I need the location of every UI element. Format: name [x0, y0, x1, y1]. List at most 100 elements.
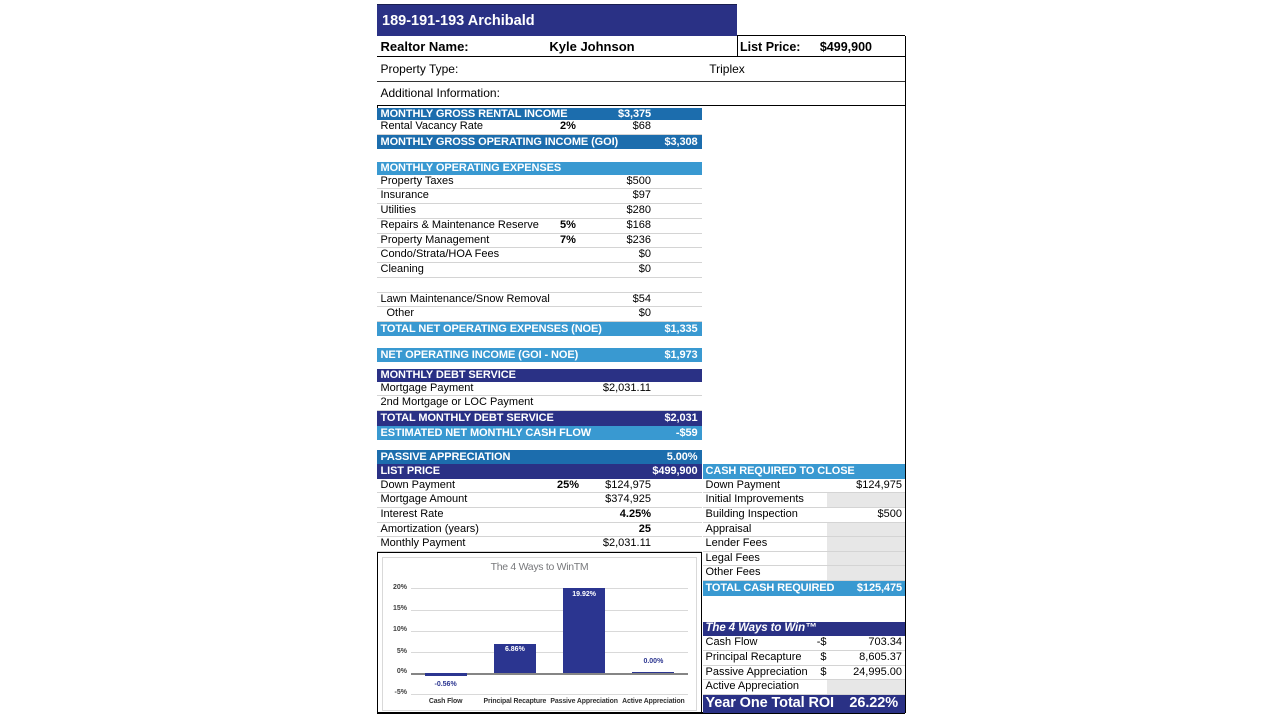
additional-info-label: Additional Information: — [380, 85, 500, 100]
four-ways-header: The 4 Ways to Win™ — [702, 622, 905, 636]
section-header-row: LIST PRICE $499,900 — [377, 463, 702, 479]
value-cell[interactable]: $2,031.11 — [602, 537, 651, 550]
table-row: Other $0 — [377, 307, 702, 323]
realtor-name-value[interactable]: Kyle Johnson — [549, 38, 635, 54]
cash-to-close-header: CASH REQUIRED TO CLOSE — [702, 464, 905, 479]
row-label: 2nd Mortgage or LOC Payment — [380, 396, 534, 409]
table-row: Passive Appreciation $24,995.00 — [702, 665, 905, 681]
value-cell[interactable] — [827, 551, 905, 566]
percent-cell[interactable]: 25% — [556, 478, 580, 491]
property-title-bar: 189-191-193 Archibald — [377, 4, 737, 36]
property-title: 189-191-193 Archibald — [382, 13, 535, 29]
spacer-row — [702, 595, 905, 623]
property-type-value[interactable]: Triplex — [709, 62, 745, 76]
row-label: Legal Fees — [705, 551, 760, 564]
y-axis-tick-label: 15% — [392, 605, 407, 613]
x-axis-category-label: Principal Recapture — [483, 697, 547, 705]
table-row: Appraisal — [702, 522, 905, 538]
chart-gridline — [411, 588, 688, 590]
section-header-label: ESTIMATED NET MONTHLY CASH FLOW — [380, 426, 592, 439]
table-row: Condo/Strata/HOA Fees $0 — [377, 248, 702, 264]
value-cell[interactable]: $68 — [632, 120, 651, 133]
list-price-value[interactable]: $499,900 — [819, 39, 872, 54]
table-row: Property Taxes $500 — [377, 174, 702, 190]
table-row: Initial Improvements — [702, 493, 905, 509]
section-header-label: CASH REQUIRED TO CLOSE — [705, 465, 855, 478]
percent-cell[interactable]: 5% — [560, 218, 576, 231]
amount-cell — [827, 680, 905, 695]
row-label: Building Inspection — [705, 508, 798, 521]
value-cell[interactable]: $0 — [638, 248, 651, 261]
list-price-label: List Price: — [740, 39, 801, 54]
row-label: Cash Flow — [705, 635, 758, 648]
value-cell[interactable]: $54 — [632, 292, 651, 305]
x-axis-category-label: Cash Flow — [428, 697, 463, 705]
value-cell[interactable]: $374,925 — [605, 493, 651, 506]
header-total: $3,308 — [664, 135, 698, 148]
table-row: Interest Rate 4.25% — [377, 507, 702, 523]
x-axis-category-label: Active Appreciation — [622, 697, 685, 705]
y-axis-tick-label: 5% — [396, 647, 407, 655]
value-cell[interactable]: $2,031.11 — [602, 382, 651, 395]
section-header-row: MONTHLY GROSS OPERATING INCOME (GOI) $3,3… — [377, 134, 702, 149]
value-cell[interactable]: $168 — [626, 218, 651, 231]
row-label: Insurance — [380, 189, 429, 202]
chart-bar — [563, 588, 606, 673]
four-ways-chart: The 4 Ways to WinTM 20% 15% 10% 5% 0% -5… — [382, 557, 697, 711]
currency-cell: $ — [820, 650, 827, 663]
table-row: Down Payment 25% $124,975 — [377, 478, 702, 494]
total-cash-required-row: TOTAL CASH REQUIRED $125,475 — [702, 580, 905, 596]
value-cell[interactable] — [827, 537, 905, 551]
value-cell[interactable] — [827, 566, 905, 580]
value-cell[interactable]: $124,975 — [605, 478, 651, 491]
value-cell[interactable] — [827, 493, 905, 508]
chart-title: The 4 Ways to WinTM — [490, 561, 589, 573]
roi-label: Year One Total ROI — [705, 695, 835, 712]
chart-gridline — [411, 609, 688, 611]
chart-data-label: -0.56% — [434, 680, 457, 688]
section-header-label: TOTAL MONTHLY DEBT SERVICE — [380, 411, 554, 424]
table-row: Utilities $280 — [377, 204, 702, 219]
header-total: $1,973 — [664, 348, 698, 361]
value-cell[interactable]: 25 — [638, 522, 651, 535]
value-cell[interactable]: $280 — [626, 204, 651, 217]
value-cell[interactable]: $97 — [632, 189, 651, 202]
list-price-top-border — [736, 34, 905, 36]
value-cell[interactable]: 4.25% — [619, 507, 651, 520]
value-cell[interactable]: 8,605.37 — [859, 650, 902, 663]
section-header-row: MONTHLY OPERATING EXPENSES — [377, 161, 702, 175]
row-label: Property Management — [380, 233, 490, 246]
value-cell[interactable]: 703.34 — [868, 635, 902, 648]
value-cell[interactable]: $0 — [638, 263, 651, 276]
value-cell[interactable]: $500 — [877, 508, 902, 521]
value-cell[interactable]: 24,995.00 — [853, 665, 902, 678]
y-axis-tick-label: 20% — [392, 583, 407, 591]
percent-cell[interactable]: 7% — [560, 233, 576, 246]
table-row: Lender Fees — [702, 537, 905, 552]
value-cell[interactable]: $124,975 — [856, 478, 902, 491]
section-header-row: MONTHLY DEBT SERVICE — [377, 368, 702, 383]
section-header-row: ESTIMATED NET MONTHLY CASH FLOW -$59 — [377, 425, 702, 441]
value-cell[interactable] — [827, 522, 905, 537]
percent-cell[interactable]: 2% — [560, 120, 576, 133]
section-header-label: The 4 Ways to Win™ — [705, 622, 817, 635]
row-label: Rental Vacancy Rate — [380, 120, 484, 133]
section-header-label: MONTHLY GROSS RENTAL INCOME — [380, 107, 568, 120]
row-label: Interest Rate — [380, 507, 444, 520]
row-label: Monthly Payment — [380, 537, 466, 550]
row-label: Utilities — [380, 204, 416, 217]
roi-value: 26.22% — [849, 695, 898, 712]
section-header-row: NET OPERATING INCOME (GOI - NOE) $1,973 — [377, 347, 702, 362]
chart-data-label: 0.00% — [643, 657, 664, 665]
table-row: Active Appreciation — [702, 680, 905, 696]
y-axis-tick-label: 0% — [396, 668, 407, 676]
x-axis-category-label: Passive Appreciation — [550, 697, 618, 705]
section-header-label: PASSIVE APPRECIATION — [380, 450, 511, 463]
value-cell[interactable]: $500 — [626, 174, 651, 187]
table-row: Monthly Payment $2,031.11 — [377, 537, 702, 552]
table-row — [377, 277, 702, 293]
row-label: Initial Improvements — [705, 493, 804, 506]
value-cell[interactable]: $236 — [626, 233, 651, 246]
value-cell[interactable]: $0 — [638, 307, 651, 320]
chart-data-label: 19.92% — [572, 591, 596, 599]
